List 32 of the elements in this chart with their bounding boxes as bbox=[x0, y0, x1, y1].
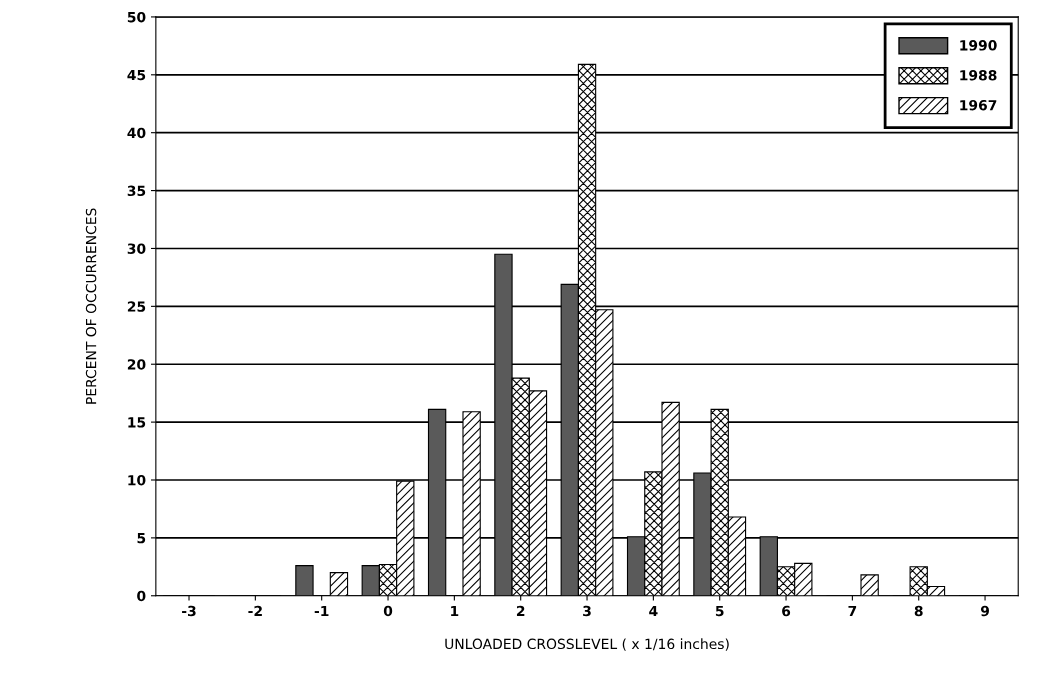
x-tick-label: 3 bbox=[583, 605, 591, 617]
y-tick-label: 50 bbox=[127, 11, 146, 23]
legend-label: 1988 bbox=[960, 70, 997, 81]
legend-label: 1990 bbox=[960, 40, 997, 51]
y-tick-label: 30 bbox=[127, 243, 146, 254]
x-tick-label: 5 bbox=[715, 605, 724, 617]
bar bbox=[860, 574, 879, 596]
bar bbox=[295, 565, 314, 596]
bar bbox=[329, 572, 349, 596]
y-axis-title: PERCENT OF OCCURRENCES bbox=[85, 208, 97, 404]
y-tick-label: 10 bbox=[128, 474, 146, 486]
x-tick-label: 7 bbox=[848, 605, 857, 617]
x-tick-label: 4 bbox=[649, 605, 658, 617]
y-tick-label: 35 bbox=[127, 185, 146, 197]
y-tick-label: 15 bbox=[128, 417, 146, 428]
x-tick-label: 1 bbox=[451, 605, 459, 617]
y-tick-label: 5 bbox=[137, 533, 146, 544]
x-tick-label: 0 bbox=[383, 605, 393, 617]
x-tick-label: -3 bbox=[182, 605, 196, 617]
x-tick-label: 9 bbox=[980, 605, 989, 617]
y-tick-label: 20 bbox=[127, 359, 146, 370]
legend-label: 1967 bbox=[960, 99, 997, 111]
x-tick-label: -2 bbox=[248, 605, 262, 617]
y-tick-label: 0 bbox=[137, 590, 146, 602]
x-tick-label: -1 bbox=[314, 605, 329, 617]
x-tick-label: 6 bbox=[782, 605, 791, 617]
x-tick-label: 2 bbox=[516, 605, 525, 617]
x-axis-title: UNLOADED CROSSLEVEL ( x 1/16 inches) bbox=[445, 638, 729, 651]
y-tick-label: 25 bbox=[127, 301, 146, 312]
y-tick-label: 45 bbox=[127, 69, 146, 81]
y-tick-label: 40 bbox=[127, 127, 146, 139]
x-tick-label: 8 bbox=[914, 605, 923, 617]
